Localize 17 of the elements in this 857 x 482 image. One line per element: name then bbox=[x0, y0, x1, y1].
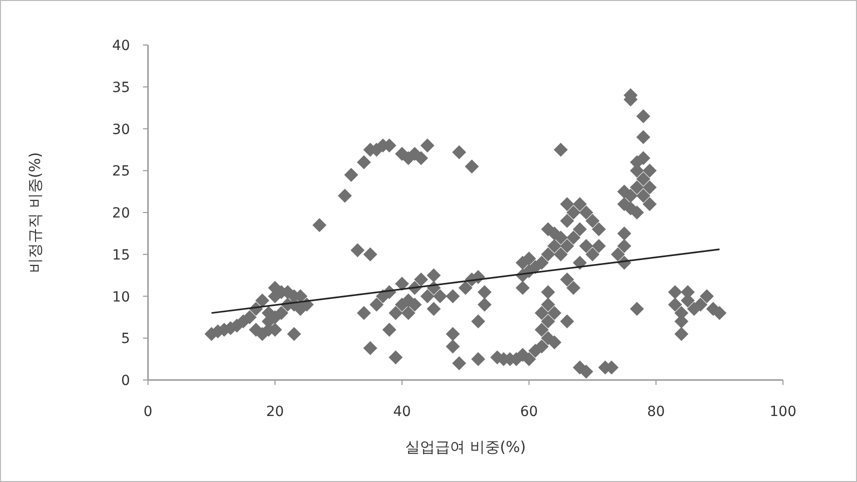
y-tick-label: 25 bbox=[112, 164, 130, 180]
y-tick-label: 0 bbox=[121, 373, 130, 389]
y-tick-label: 5 bbox=[121, 331, 130, 348]
x-tick-label: 20 bbox=[266, 404, 284, 420]
x-tick-label: 80 bbox=[647, 404, 665, 420]
y-tick-label: 20 bbox=[112, 206, 130, 222]
y-tick-label: 15 bbox=[112, 247, 130, 264]
x-axis-title: 실업급여 비중(%) bbox=[405, 438, 526, 456]
x-tick-label: 100 bbox=[770, 404, 796, 420]
x-tick-label: 40 bbox=[393, 404, 411, 420]
y-tick-label: 10 bbox=[112, 289, 130, 306]
y-tick-label: 40 bbox=[112, 38, 130, 54]
x-tick-label: 60 bbox=[520, 404, 538, 420]
y-axis-title: 비정규직 비중(%) bbox=[26, 152, 44, 273]
y-tick-label: 30 bbox=[112, 122, 130, 138]
y-tick-label: 35 bbox=[112, 80, 130, 96]
x-tick-label: 0 bbox=[144, 404, 152, 420]
